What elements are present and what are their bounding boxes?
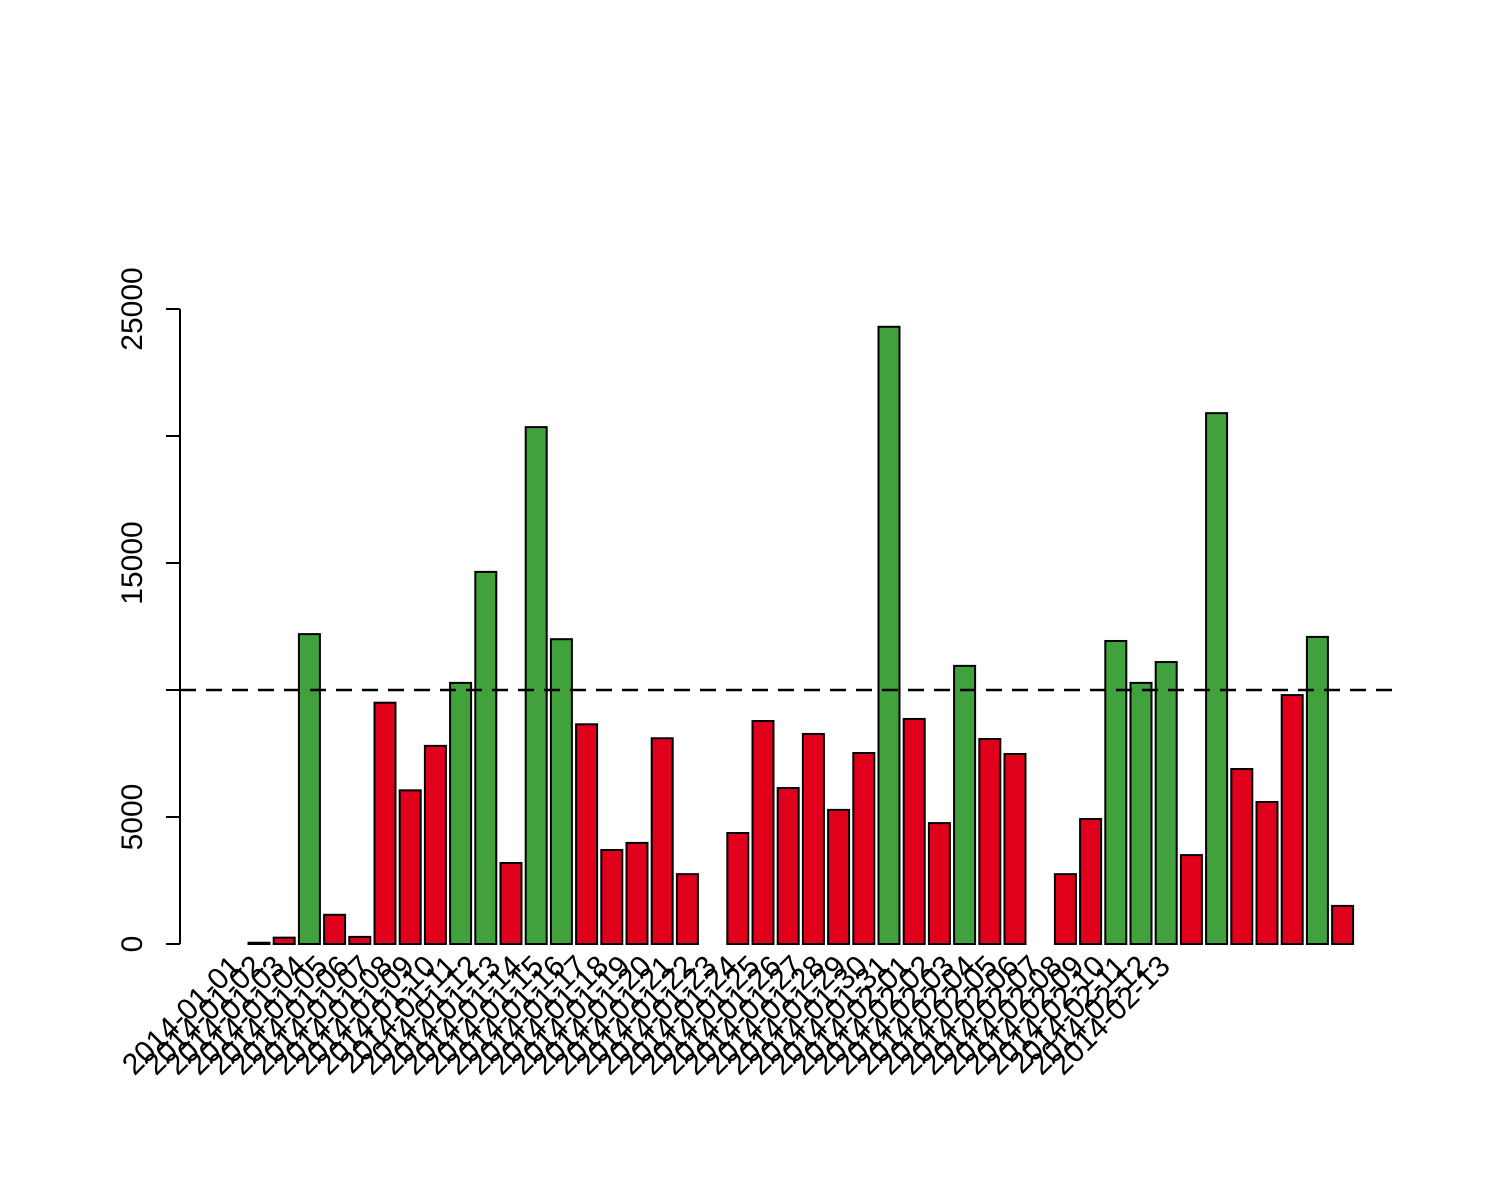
y-tick-label: 25000 [116,267,149,350]
bar [978,738,1002,945]
bar [575,723,599,945]
bar [1104,639,1128,946]
bar [953,664,977,945]
bar [1154,661,1178,945]
bar [247,941,271,945]
bar [1079,818,1103,945]
bar [751,719,775,945]
bar [549,638,573,945]
bar [499,861,523,945]
bar [801,732,825,946]
y-tick-label: 5000 [116,784,149,851]
bar [776,787,800,945]
bar [1179,854,1203,945]
bar [449,681,473,945]
bar [1305,635,1329,945]
bar [1053,873,1077,946]
bar [650,737,674,946]
bar [272,936,296,946]
bar [1280,694,1304,946]
bar [348,935,372,946]
y-tick-label: 15000 [116,521,149,604]
bar [1205,412,1229,945]
bar [675,873,699,946]
bar [1003,753,1027,945]
bar [474,570,498,945]
bar [297,633,321,945]
bar [524,426,548,945]
bar [827,808,851,945]
bar [323,913,347,945]
bar [373,701,397,946]
bar [852,751,876,945]
bar [877,325,901,945]
y-tick-label: 0 [116,936,149,953]
bar [927,822,951,946]
bar [902,717,926,945]
bar [398,789,422,946]
bar [726,832,750,946]
bar [1255,801,1279,945]
bar [1129,681,1153,945]
bar [1230,767,1254,946]
bar [423,744,447,945]
bar [600,849,624,946]
bar [1331,904,1355,946]
bar [625,841,649,946]
